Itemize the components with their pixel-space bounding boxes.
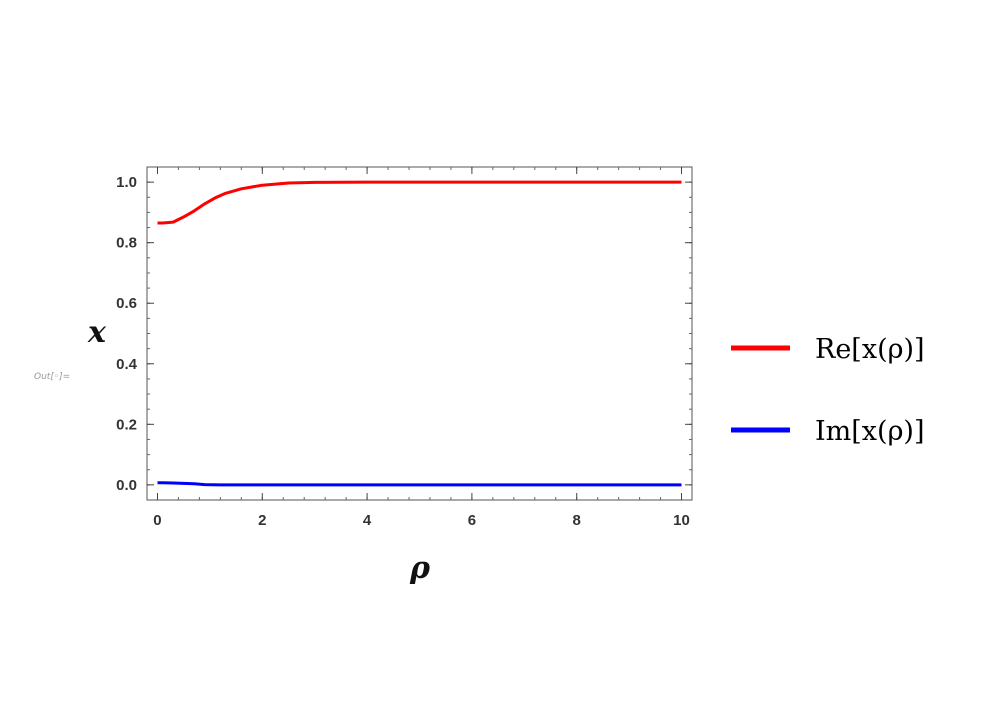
series-line-im <box>157 481 682 487</box>
x-tick-label: 4 <box>363 512 372 529</box>
y-tick-label: 0.2 <box>116 416 137 433</box>
series-line-re <box>157 180 682 225</box>
y-tick-label: 0.4 <box>116 356 138 373</box>
x-axis-title: ρ <box>409 551 431 586</box>
x-tick-label: 8 <box>573 512 581 529</box>
legend-label: Im[x(ρ)] <box>815 416 925 447</box>
y-axis-title: x <box>87 315 107 350</box>
x-tick-label: 6 <box>468 512 476 529</box>
y-tick-label: 1.0 <box>116 174 137 191</box>
x-tick-label: 2 <box>258 512 266 529</box>
y-tick-label: 0.0 <box>116 477 137 494</box>
x-tick-label: 0 <box>153 512 161 529</box>
output-cell-label: Out[◦]= <box>34 372 71 382</box>
x-tick-label: 10 <box>673 512 690 529</box>
legend-label: Re[x(ρ)] <box>815 334 925 365</box>
y-tick-label: 0.8 <box>116 235 137 252</box>
y-tick-label: 0.6 <box>116 295 137 312</box>
plot-frame <box>146 166 693 501</box>
